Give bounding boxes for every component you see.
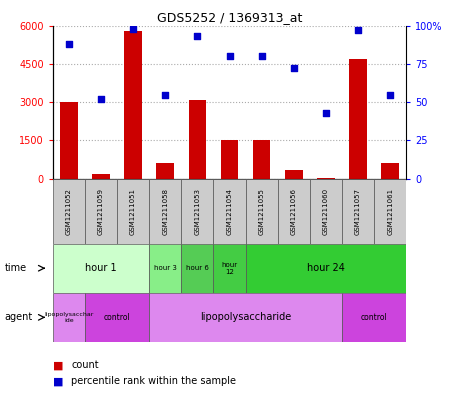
Bar	[149, 179, 181, 244]
Text: hour
12: hour 12	[221, 262, 238, 275]
Text: time: time	[5, 263, 27, 273]
Title: GDS5252 / 1369313_at: GDS5252 / 1369313_at	[157, 11, 302, 24]
Text: lipopolysaccharide: lipopolysaccharide	[200, 312, 291, 322]
Text: GSM1211057: GSM1211057	[355, 188, 361, 235]
Point	[290, 65, 297, 72]
Bar	[342, 293, 406, 342]
Bar	[349, 59, 367, 179]
Text: GSM1211059: GSM1211059	[98, 188, 104, 235]
Text: ■: ■	[53, 376, 63, 386]
Point	[162, 91, 169, 97]
Text: hour 1: hour 1	[85, 263, 117, 273]
Bar	[285, 170, 302, 179]
Bar	[317, 178, 335, 179]
Bar	[117, 179, 149, 244]
Bar	[53, 293, 85, 342]
Point	[194, 33, 201, 39]
Text: count: count	[71, 360, 99, 371]
Point	[226, 53, 233, 59]
Text: control: control	[361, 313, 387, 322]
Bar	[149, 244, 181, 293]
Bar	[85, 179, 117, 244]
Bar	[381, 163, 399, 179]
Text: ■: ■	[53, 360, 63, 371]
Text: GSM1211056: GSM1211056	[291, 188, 297, 235]
Bar	[181, 179, 213, 244]
Bar	[181, 244, 213, 293]
Bar	[310, 179, 342, 244]
Bar	[85, 293, 149, 342]
Bar	[189, 99, 206, 179]
Bar	[246, 244, 406, 293]
Text: hour 6: hour 6	[186, 265, 209, 271]
Point	[386, 91, 394, 97]
Bar	[221, 140, 238, 179]
Bar	[374, 179, 406, 244]
Point	[258, 53, 265, 59]
Text: GSM1211051: GSM1211051	[130, 188, 136, 235]
Point	[65, 41, 73, 47]
Bar	[157, 163, 174, 179]
Bar	[60, 102, 78, 179]
Text: lipopolysacchar
ide: lipopolysacchar ide	[44, 312, 94, 323]
Text: GSM1211052: GSM1211052	[66, 188, 72, 235]
Text: GSM1211061: GSM1211061	[387, 188, 393, 235]
Point	[97, 96, 105, 102]
Bar	[53, 244, 149, 293]
Text: GSM1211054: GSM1211054	[226, 188, 233, 235]
Bar	[92, 174, 110, 179]
Text: GSM1211058: GSM1211058	[162, 188, 168, 235]
Text: GSM1211053: GSM1211053	[194, 188, 201, 235]
Text: hour 3: hour 3	[154, 265, 177, 271]
Bar	[213, 179, 246, 244]
Point	[129, 26, 137, 32]
Point	[354, 27, 362, 33]
Text: GSM1211055: GSM1211055	[258, 188, 265, 235]
Point	[322, 110, 330, 116]
Bar	[149, 293, 342, 342]
Bar	[213, 244, 246, 293]
Text: control: control	[104, 313, 130, 322]
Bar	[342, 179, 374, 244]
Text: GSM1211060: GSM1211060	[323, 188, 329, 235]
Bar	[53, 179, 85, 244]
Text: hour 24: hour 24	[307, 263, 345, 273]
Text: agent: agent	[5, 312, 33, 322]
Bar	[253, 140, 270, 179]
Text: percentile rank within the sample: percentile rank within the sample	[71, 376, 236, 386]
Bar	[246, 179, 278, 244]
Bar	[278, 179, 310, 244]
Bar	[124, 31, 142, 179]
